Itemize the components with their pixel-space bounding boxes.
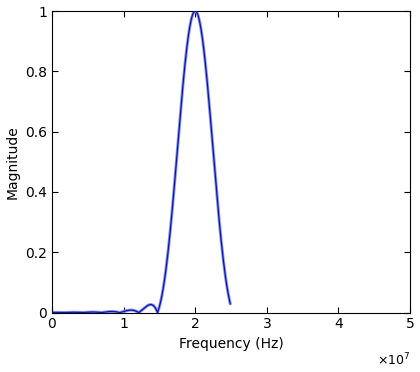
- Text: $\times 10^7$: $\times 10^7$: [377, 352, 410, 368]
- X-axis label: Frequency (Hz): Frequency (Hz): [178, 337, 284, 351]
- Y-axis label: Magnitude: Magnitude: [5, 125, 20, 199]
